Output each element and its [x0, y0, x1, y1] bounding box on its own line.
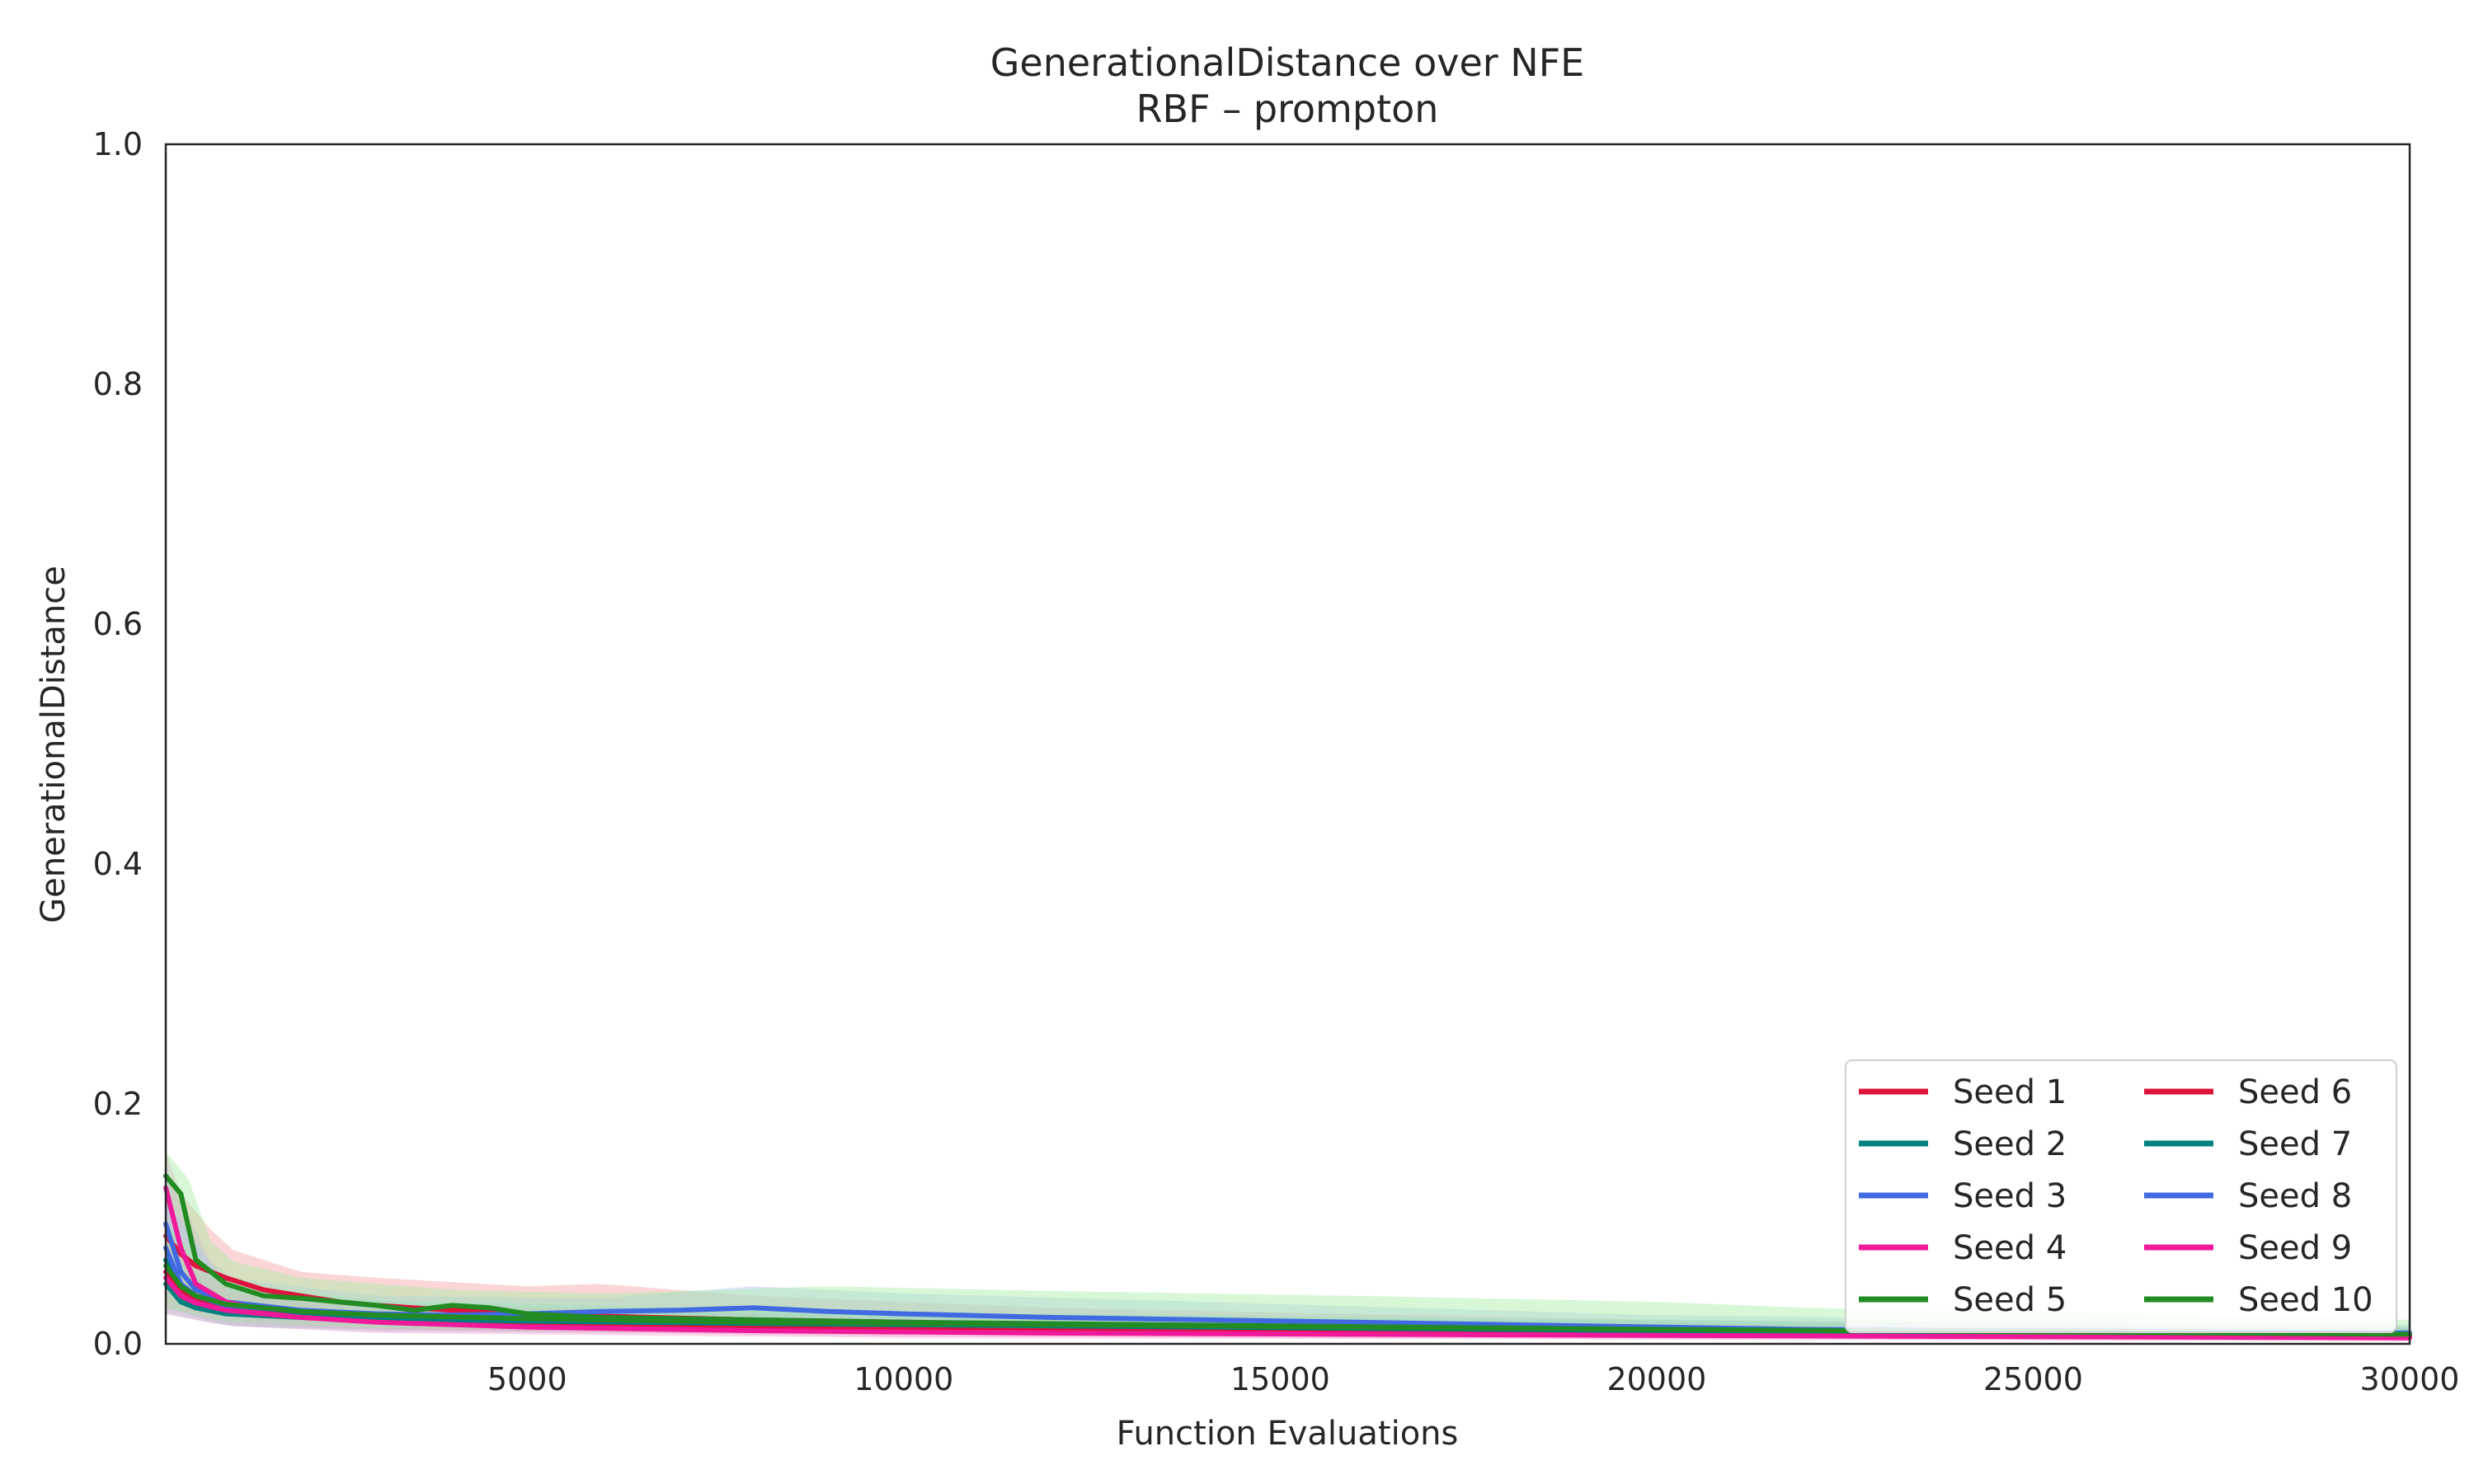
x-tick-label: 5000 [487, 1361, 567, 1397]
legend-label-seed-1: Seed 1 [1953, 1073, 2067, 1111]
x-axis-label: Function Evaluations [1117, 1415, 1459, 1453]
y-tick-label: 0.8 [93, 366, 143, 402]
line-seed-9 [163, 1275, 2412, 1341]
chart-title: GenerationalDistance over NFE [990, 40, 1584, 85]
legend-label-seed-3: Seed 3 [1953, 1177, 2067, 1215]
legend-box [1845, 1059, 2397, 1333]
x-axis-ticks: 5000 10000 15000 20000 25000 30000 [487, 1361, 2460, 1397]
legend-label-seed-10: Seed 10 [2238, 1281, 2373, 1319]
band-seed-5 [166, 1152, 2410, 1340]
legend-label-seed-7: Seed 7 [2238, 1125, 2352, 1163]
x-tick-label: 10000 [854, 1361, 953, 1397]
x-tick-label: 25000 [1983, 1361, 2083, 1397]
band-seed-3 [166, 1163, 2410, 1338]
chart-subtitle: RBF – prompton [1136, 87, 1439, 131]
y-axis-ticks: 0.0 0.2 0.4 0.6 0.8 1.0 [93, 126, 143, 1362]
x-tick-label: 30000 [2360, 1361, 2460, 1397]
legend-label-seed-5: Seed 5 [1953, 1281, 2067, 1319]
x-tick-label: 15000 [1230, 1361, 1330, 1397]
series-lines [163, 1173, 2412, 1341]
plot-frame [164, 143, 2411, 1345]
y-axis-label: GenerationalDistance [35, 566, 73, 923]
band-seed-1 [166, 1176, 2410, 1340]
y-tick-label: 0.6 [93, 606, 143, 642]
y-tick-label: 1.0 [93, 126, 143, 162]
band-seed-7 [166, 1247, 2410, 1340]
y-tick-label: 0.2 [93, 1086, 143, 1122]
legend-label-seed-6: Seed 6 [2238, 1073, 2352, 1111]
y-tick-label: 0.0 [93, 1326, 143, 1362]
band-seed-9 [166, 1242, 2410, 1342]
legend-label-seed-8: Seed 8 [2238, 1177, 2352, 1215]
legend: Seed 1 Seed 2 Seed 3 Seed 4 Seed 5 Seed 6 Seed… [1845, 1059, 2397, 1333]
legend-label-seed-4: Seed 4 [1953, 1229, 2067, 1267]
x-tick-label: 20000 [1606, 1361, 1706, 1397]
band-seed-6 [166, 1236, 2410, 1340]
y-tick-label: 0.4 [93, 846, 143, 882]
legend-label-seed-9: Seed 9 [2238, 1229, 2352, 1267]
line-seed-10 [163, 1263, 2412, 1337]
legend-label-seed-2: Seed 2 [1953, 1125, 2067, 1163]
